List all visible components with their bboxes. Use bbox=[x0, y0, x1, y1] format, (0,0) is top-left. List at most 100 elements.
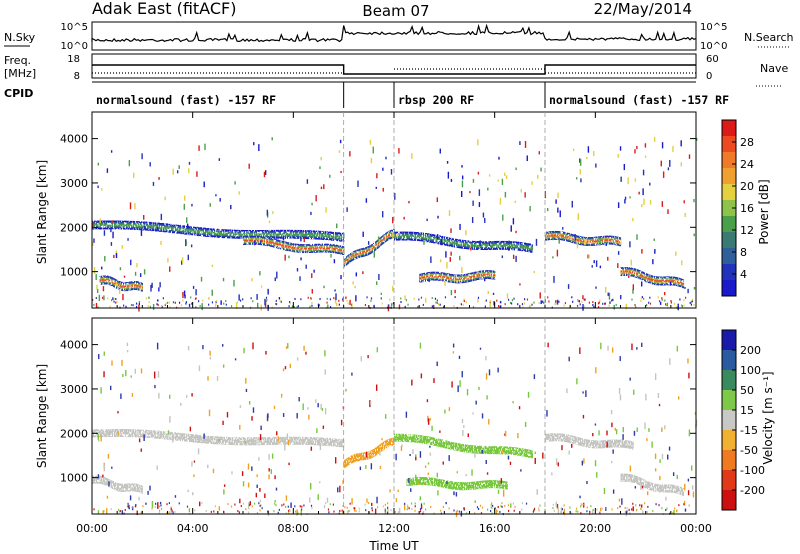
velocity-band-cell bbox=[612, 439, 615, 448]
power-band-cell bbox=[679, 281, 681, 284]
power-speckle bbox=[489, 301, 491, 304]
velocity-band-cell bbox=[382, 442, 384, 451]
time-tick-label: 16:00 bbox=[479, 522, 511, 535]
power-speckle bbox=[498, 156, 500, 160]
power-band-cell bbox=[315, 247, 318, 250]
velocity-band-cell bbox=[150, 430, 156, 439]
velocity-speckle bbox=[521, 508, 523, 511]
power-speckle bbox=[389, 298, 391, 301]
velocity-band-cell bbox=[428, 477, 431, 486]
velocity-speckle bbox=[136, 510, 138, 516]
power-speckle bbox=[259, 271, 261, 276]
velocity-speckle bbox=[289, 509, 291, 512]
power-speckle bbox=[303, 237, 305, 243]
velocity-band-cell bbox=[435, 438, 439, 447]
power-speckle bbox=[390, 169, 393, 175]
velocity-speckle bbox=[639, 504, 641, 507]
power-speckle bbox=[97, 162, 100, 166]
power-colorbar-label: Power [dB] bbox=[757, 179, 771, 244]
velocity-speckle bbox=[442, 505, 445, 508]
power-speckle bbox=[667, 167, 670, 171]
velocity-band-cell bbox=[361, 452, 363, 461]
velocity-speckle bbox=[307, 441, 310, 446]
velocity-speckle bbox=[294, 505, 296, 508]
power-band-cell bbox=[100, 279, 103, 282]
velocity-speckle bbox=[305, 351, 307, 355]
velocity-speckle bbox=[203, 433, 205, 439]
velocity-speckle bbox=[458, 510, 460, 513]
velocity-speckle bbox=[198, 365, 201, 372]
power-band-cell bbox=[607, 239, 610, 241]
velocity-speckle bbox=[342, 504, 344, 507]
velocity-speckle bbox=[472, 412, 474, 415]
velocity-band-cell bbox=[497, 480, 500, 489]
velocity-speckle bbox=[507, 504, 509, 507]
power-speckle bbox=[112, 231, 114, 239]
velocity-speckle bbox=[288, 509, 290, 512]
velocity-band-cell bbox=[284, 436, 290, 445]
power-band-cell bbox=[117, 283, 119, 286]
velocity-band-cell bbox=[481, 445, 485, 454]
power-speckle bbox=[540, 167, 542, 172]
power-speckle bbox=[158, 287, 160, 292]
velocity-speckle bbox=[384, 509, 386, 512]
power-speckle bbox=[338, 303, 340, 306]
power-band-cell bbox=[459, 277, 462, 280]
velocity-speckle bbox=[586, 481, 588, 485]
power-band-cell bbox=[546, 235, 549, 237]
power-band-cell bbox=[305, 247, 308, 250]
velocity-speckle bbox=[149, 485, 151, 491]
power-speckle bbox=[670, 300, 672, 303]
velocity-speckle bbox=[462, 429, 464, 437]
power-band-cell bbox=[641, 274, 644, 277]
power-speckle bbox=[562, 227, 564, 230]
power-speckle bbox=[529, 206, 531, 212]
velocity-speckle bbox=[465, 474, 467, 477]
velocity-speckle bbox=[128, 504, 130, 509]
velocity-speckle bbox=[121, 510, 123, 515]
power-speckle bbox=[288, 255, 290, 259]
power-band-cell bbox=[474, 243, 478, 247]
power-speckle bbox=[209, 203, 211, 207]
power-speckle bbox=[557, 192, 559, 199]
velocity-speckle bbox=[669, 358, 671, 365]
power-band-cell bbox=[461, 277, 464, 280]
velocity-speckle bbox=[349, 502, 351, 505]
power-band-cell bbox=[121, 285, 123, 288]
power-speckle bbox=[576, 241, 579, 249]
power-speckle bbox=[629, 241, 631, 248]
power-speckle bbox=[185, 241, 188, 245]
power-band-cell bbox=[658, 280, 660, 282]
power-speckle bbox=[579, 169, 582, 175]
power-band-cell bbox=[266, 240, 269, 243]
velocity-ytick-label: 3000 bbox=[60, 383, 88, 396]
velocity-speckle bbox=[600, 342, 602, 350]
power-band-cell bbox=[430, 236, 434, 241]
power-band-cell bbox=[633, 271, 635, 274]
power-band-cell bbox=[511, 244, 515, 248]
velocity-band-cell bbox=[488, 480, 492, 489]
power-speckle bbox=[675, 251, 677, 256]
power-band-cell bbox=[101, 279, 104, 282]
velocity-speckle bbox=[337, 487, 339, 493]
velocity-speckle bbox=[147, 490, 149, 495]
velocity-speckle bbox=[491, 506, 493, 509]
power-band-cell bbox=[385, 236, 388, 238]
velocity-speckle bbox=[401, 444, 403, 447]
velocity-band-cell bbox=[116, 482, 118, 491]
velocity-speckle bbox=[130, 375, 132, 378]
power-band-cell bbox=[527, 246, 531, 250]
power-band-cell bbox=[567, 236, 570, 239]
power-band-cell bbox=[243, 232, 248, 236]
power-band-cell bbox=[128, 285, 130, 288]
velocity-speckle bbox=[351, 372, 353, 376]
velocity-speckle bbox=[654, 468, 657, 472]
velocity-speckle bbox=[619, 505, 621, 508]
velocity-speckle bbox=[310, 504, 313, 507]
power-speckle bbox=[394, 192, 396, 200]
power-speckle bbox=[340, 275, 342, 280]
velocity-speckle bbox=[533, 509, 535, 512]
power-band-cell bbox=[668, 279, 671, 282]
velocity-band-cell bbox=[442, 439, 446, 448]
velocity-speckle bbox=[612, 489, 615, 494]
